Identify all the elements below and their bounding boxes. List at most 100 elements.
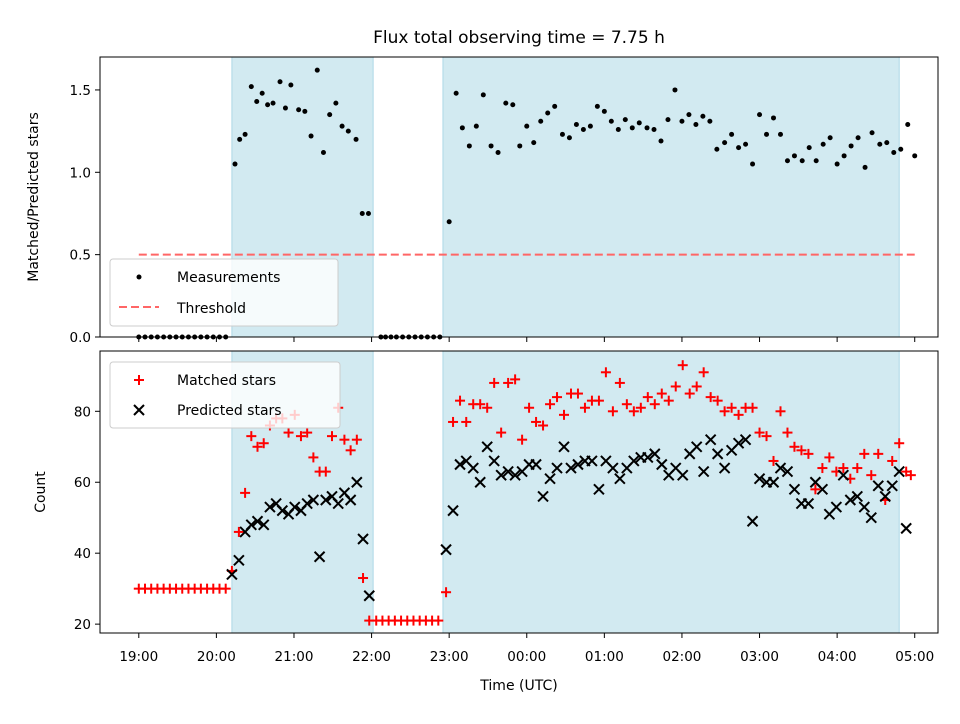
predicted-star-point <box>690 441 703 453</box>
x-tick-label: 23:00 <box>430 649 469 665</box>
predicted-star-point <box>781 465 794 478</box>
measurement-point <box>288 82 294 88</box>
predicted-star-point <box>530 458 542 471</box>
measurement-point <box>538 118 544 124</box>
measurement-point <box>891 150 897 156</box>
legend-threshold-label: Threshold <box>176 301 246 317</box>
predicted-star-point <box>289 501 301 513</box>
matched-star-point <box>824 452 835 463</box>
matched-star-point <box>803 448 814 459</box>
predicted-star-point <box>474 476 486 488</box>
matched-star-point <box>887 455 898 466</box>
predicted-star-point <box>900 522 912 535</box>
predicted-star-point <box>830 501 843 513</box>
predicted-star-point <box>746 515 759 527</box>
measurement-point <box>495 150 501 156</box>
matched-star-point <box>433 615 444 626</box>
measurement-point <box>510 102 516 108</box>
x-tick-label: 05:00 <box>895 649 934 665</box>
counts-y-axis-label: Count <box>33 471 49 513</box>
matched-star-point <box>677 360 688 371</box>
predicted-star-point <box>593 483 605 496</box>
measurement-point <box>722 140 728 146</box>
predicted-star-point <box>544 472 556 485</box>
matched-star-point <box>768 455 779 466</box>
legend-matched-marker <box>134 375 144 385</box>
measurement-point <box>345 128 351 134</box>
predicted-star-point <box>844 494 857 506</box>
matched-star-point <box>593 395 604 406</box>
measurement-point <box>771 115 777 121</box>
predicted-star-point <box>447 504 459 517</box>
counts-legend: Matched stars Predicted stars <box>109 361 341 429</box>
matched-star-point <box>475 399 486 410</box>
predicted-star-point <box>774 462 787 474</box>
predicted-star-point <box>816 483 829 496</box>
measurement-point <box>806 145 812 151</box>
x-tick-label: 02:00 <box>662 649 701 665</box>
measurement-point <box>736 145 742 151</box>
matched-star-point <box>670 381 681 392</box>
predicted-star-point <box>879 490 891 503</box>
x-tick-label: 04:00 <box>818 649 857 665</box>
measurement-point <box>898 146 904 152</box>
matched-star-point <box>810 484 821 495</box>
matched-star-point <box>327 431 338 442</box>
measurement-point <box>848 143 854 149</box>
matched-star-point <box>448 416 459 427</box>
predicted-star-point <box>245 519 258 531</box>
matched-star-point <box>663 395 674 406</box>
y-tick-label: 0.0 <box>70 330 91 346</box>
matched-star-point <box>621 399 632 410</box>
matched-star-point <box>733 409 744 420</box>
measurement-point <box>905 122 911 128</box>
predicted-star-point <box>788 483 801 496</box>
measurement-point <box>282 105 288 111</box>
measurement-point <box>784 158 790 164</box>
predicted-star-point <box>656 458 668 471</box>
matched-star-point <box>628 406 639 417</box>
predicted-star-point <box>320 494 332 506</box>
matched-star-point <box>782 427 793 438</box>
counts-panel-frame <box>99 350 939 634</box>
measurement-point <box>473 123 479 129</box>
x-tick-label: 19:00 <box>119 649 158 665</box>
ratio-legend-box <box>109 258 339 327</box>
matched-star-point <box>607 406 618 417</box>
measurement-point <box>841 153 847 159</box>
matched-star-point <box>246 431 257 442</box>
predicted-star-point <box>502 465 514 478</box>
matched-star-point <box>649 399 660 410</box>
measurement-point <box>259 90 265 96</box>
matched-star-point <box>320 466 331 477</box>
y-tick-label: 60 <box>74 475 91 491</box>
measurement-point <box>672 87 678 93</box>
measurement-point <box>594 103 600 109</box>
predicted-star-point <box>872 480 884 492</box>
predicted-star-point <box>509 469 521 481</box>
measurement-point <box>679 118 685 124</box>
predicted-star-point <box>313 551 326 563</box>
predicted-star-point <box>586 455 598 467</box>
measurement-point <box>314 67 320 73</box>
predicted-star-point <box>572 458 584 471</box>
measurement-point <box>333 100 339 106</box>
predicted-star-point <box>865 512 877 524</box>
matched-star-point <box>545 399 556 410</box>
matched-star-point <box>600 367 611 378</box>
ratio-y-axis-label: Matched/Predicted stars <box>26 112 42 282</box>
predicted-star-point <box>711 448 724 460</box>
predicted-star-point <box>344 494 357 506</box>
measurement-point <box>327 112 333 118</box>
matched-star-point <box>775 406 786 417</box>
predicted-star-point <box>351 476 363 488</box>
y-tick-label: 40 <box>74 546 91 562</box>
x-tick-label: 21:00 <box>275 649 314 665</box>
matched-star-point <box>252 441 263 452</box>
matched-star-point <box>524 402 535 413</box>
measurement-point <box>622 117 628 123</box>
measurement-point <box>480 92 486 98</box>
measurement-point <box>296 107 302 113</box>
measurement-point <box>884 140 890 146</box>
measurement-point <box>524 123 530 129</box>
